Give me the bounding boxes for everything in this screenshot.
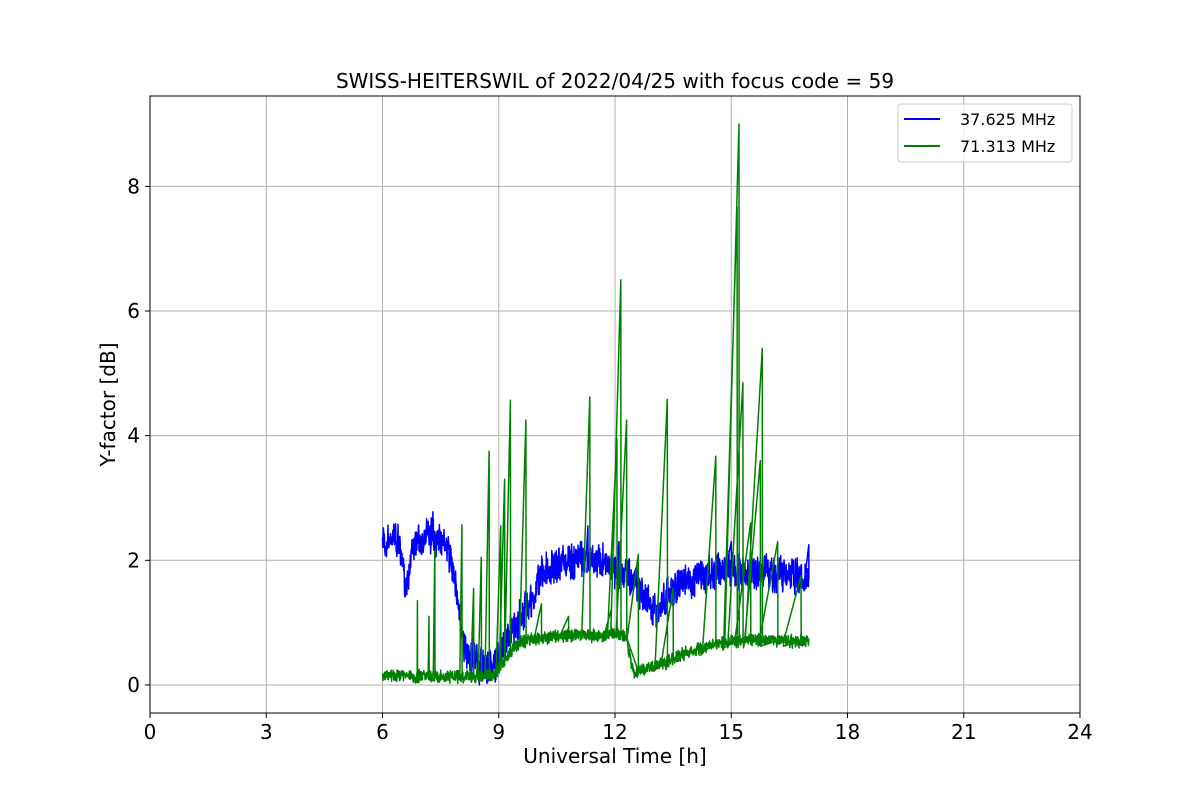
x-tick-label: 6 [376, 720, 389, 744]
x-tick-label: 9 [492, 720, 505, 744]
x-tick-label: 24 [1067, 720, 1092, 744]
y-tick-label: 2 [127, 548, 140, 572]
x-tick-label: 3 [260, 720, 273, 744]
x-tick-label: 18 [835, 720, 860, 744]
x-tick-label: 12 [602, 720, 627, 744]
x-tick-label: 21 [951, 720, 976, 744]
legend-label-71-313-mhz: 71.313 MHz [960, 137, 1055, 156]
x-tick-label: 15 [719, 720, 744, 744]
series-line-2 [381, 123, 810, 685]
x-tick-label: 0 [144, 720, 157, 744]
legend-label-37-625-mhz: 37.625 MHz [960, 110, 1055, 129]
legend-box [897, 103, 1073, 163]
y-tick-label: 8 [127, 174, 140, 198]
y-tick-label: 4 [127, 424, 140, 448]
x-axis-label: Universal Time [h] [523, 744, 706, 768]
legend: 37.625 MHz 71.313 MHz [897, 103, 1073, 163]
plot-lines [381, 123, 810, 686]
y-tick-label: 6 [127, 299, 140, 323]
chart-title: SWISS-HEITERSWIL of 2022/04/25 with focu… [336, 69, 894, 93]
y-axis-label: Y-factor [dB] [96, 342, 120, 467]
y-tick-label: 0 [127, 673, 140, 697]
